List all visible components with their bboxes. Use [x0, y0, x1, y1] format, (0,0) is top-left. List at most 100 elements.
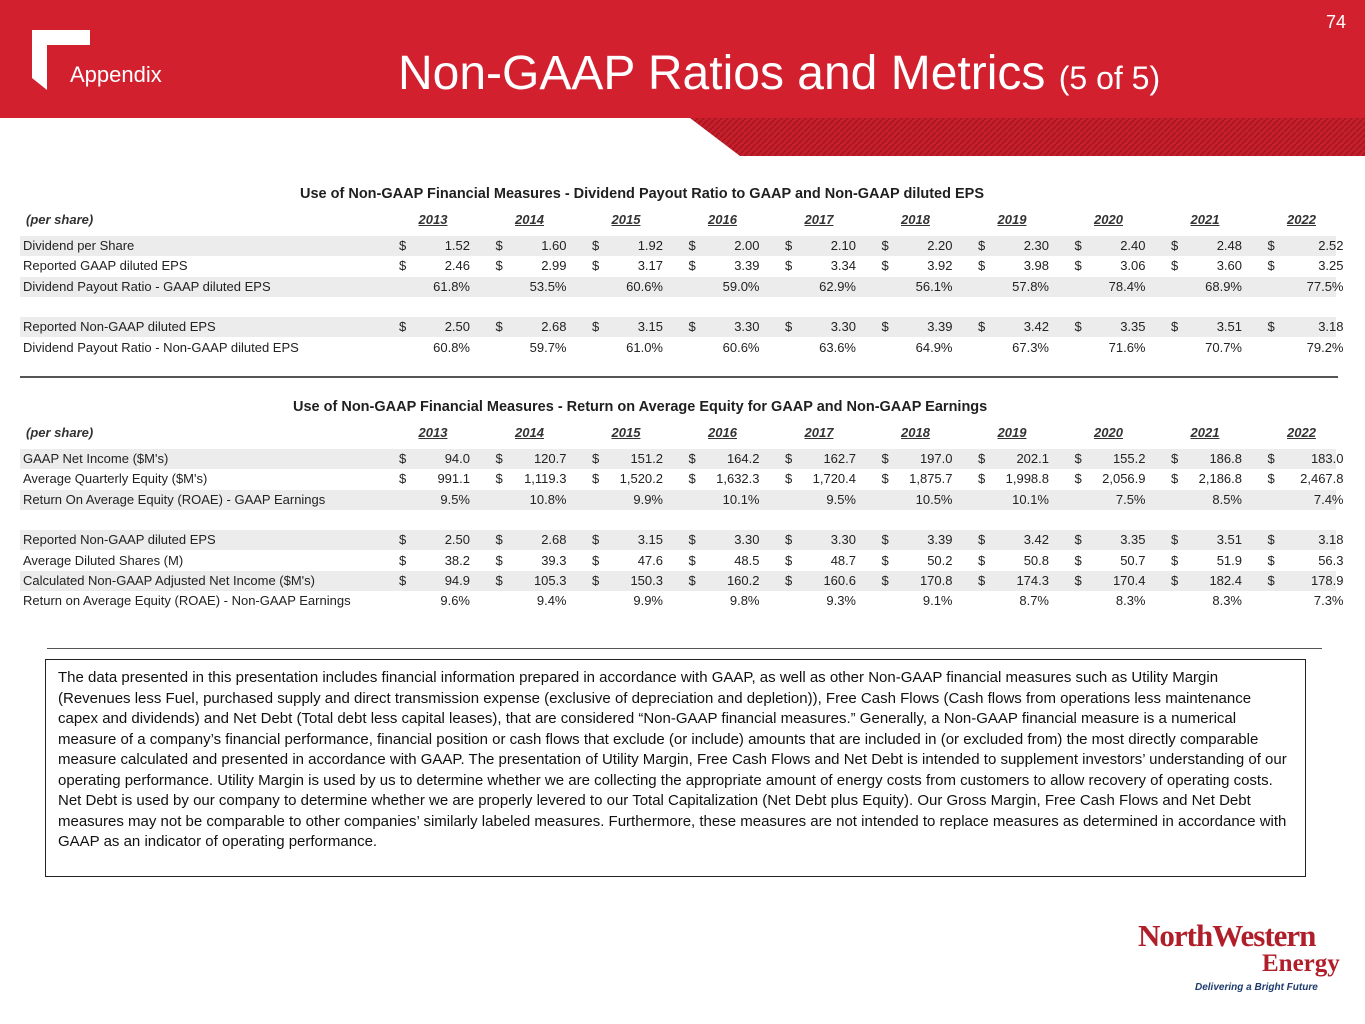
row-label: Reported Non-GAAP diluted EPS	[23, 319, 216, 335]
value: 2,467.8	[1300, 471, 1344, 487]
value: 61.0%	[626, 339, 663, 355]
currency: $	[1074, 238, 1082, 253]
row-label: Reported GAAP diluted EPS	[23, 258, 188, 274]
currency: $	[785, 532, 793, 548]
value: 61.8%	[433, 278, 470, 294]
row-shade	[20, 236, 1336, 256]
year-header: 2013	[418, 425, 448, 440]
logo-tagline: Delivering a Bright Future	[1195, 982, 1318, 993]
value: 3.17	[637, 258, 663, 274]
currency: $	[592, 572, 600, 588]
currency: $	[978, 532, 986, 548]
currency: $	[1074, 319, 1082, 335]
value: 78.4%	[1108, 278, 1146, 294]
currency: $	[881, 572, 889, 588]
value: 59.0%	[722, 278, 760, 294]
value: 9.1%	[922, 593, 953, 609]
value: 9.8%	[729, 593, 760, 609]
currency: $	[978, 319, 986, 335]
value: 164.2	[726, 451, 760, 466]
currency: $	[1267, 471, 1275, 487]
logo-name: NorthWestern	[1138, 918, 1316, 954]
value: 3.34	[830, 258, 856, 274]
value: 3.35	[1120, 532, 1146, 548]
year-header: 2016	[708, 212, 737, 227]
row-label: Return On Average Equity (ROAE) - GAAP E…	[23, 491, 326, 507]
value: 1.92	[637, 238, 663, 253]
value: 1.60	[541, 238, 567, 253]
value: 50.2	[927, 552, 953, 568]
value: 160.2	[726, 572, 760, 588]
slide-title: Non-GAAP Ratios and Metrics (5 of 5)	[398, 46, 1160, 101]
value: 183.0	[1310, 451, 1344, 466]
currency: $	[688, 258, 696, 274]
value: 7.5%	[1115, 491, 1146, 507]
currency: $	[688, 238, 696, 253]
value: 197.0	[919, 451, 953, 466]
currency: $	[785, 471, 793, 487]
value: 48.7	[830, 552, 856, 568]
value: 94.0	[444, 451, 470, 466]
value: 63.6%	[819, 339, 856, 355]
year-header: 2020	[1094, 212, 1123, 227]
value: 3.15	[637, 532, 663, 548]
year-header: 2022	[1287, 425, 1316, 440]
value: 10.8%	[529, 491, 567, 507]
year-header: 2013	[418, 212, 448, 227]
value: 174.3	[1016, 572, 1049, 588]
value: 3.30	[830, 532, 856, 548]
currency: $	[978, 471, 986, 487]
currency: $	[1171, 552, 1179, 568]
currency: $	[1267, 319, 1275, 335]
value: 2.68	[541, 532, 567, 548]
currency: $	[495, 238, 503, 253]
value: 2.48	[1216, 238, 1242, 253]
value: 70.7%	[1205, 339, 1242, 355]
value: 3.39	[927, 532, 953, 548]
value: 8.3%	[1115, 593, 1146, 609]
currency: $	[1267, 451, 1275, 466]
currency: $	[1074, 552, 1082, 568]
currency: $	[592, 258, 600, 274]
year-header: 2020	[1094, 425, 1123, 440]
value: 94.9	[444, 572, 470, 588]
value: 1,520.2	[619, 471, 663, 487]
currency: $	[881, 258, 889, 274]
value: 1,875.7	[909, 471, 953, 487]
year-header: 2021	[1190, 212, 1220, 227]
currency: $	[881, 552, 889, 568]
row-label: Dividend per Share	[23, 238, 135, 253]
year-header: 2018	[901, 425, 930, 440]
title-suffix: (5 of 5)	[1058, 60, 1161, 96]
value: 155.2	[1112, 451, 1146, 466]
currency: $	[399, 319, 407, 335]
value: 47.6	[637, 552, 663, 568]
row-shade	[20, 570, 1336, 591]
value: 7.3%	[1313, 593, 1344, 609]
currency: $	[688, 552, 696, 568]
value: 3.92	[927, 258, 953, 274]
value: 60.8%	[433, 339, 470, 355]
row-label: Average Quarterly Equity ($M's)	[23, 471, 208, 487]
value: 2.99	[541, 258, 567, 274]
year-header: 2014	[515, 212, 544, 227]
value: 60.6%	[626, 278, 663, 294]
row-shade	[20, 276, 1336, 297]
table-title: Use of Non-GAAP Financial Measures - Ret…	[293, 399, 988, 415]
value: 60.6%	[722, 339, 760, 355]
value: 2.52	[1318, 238, 1344, 253]
row-label: Reported Non-GAAP diluted EPS	[23, 532, 216, 548]
value: 2.46	[444, 258, 470, 274]
value: 2.68	[541, 319, 567, 335]
value: 79.2%	[1306, 339, 1344, 355]
currency: $	[1074, 572, 1082, 588]
year-header: 2019	[997, 212, 1027, 227]
currency: $	[1267, 258, 1275, 274]
value: 51.9	[1216, 552, 1242, 568]
value: 62.9%	[819, 278, 856, 294]
currency: $	[978, 258, 986, 274]
logo-name-b: Western	[1212, 918, 1316, 953]
currency: $	[399, 471, 407, 487]
currency: $	[978, 451, 986, 466]
value: 162.7	[823, 451, 856, 466]
